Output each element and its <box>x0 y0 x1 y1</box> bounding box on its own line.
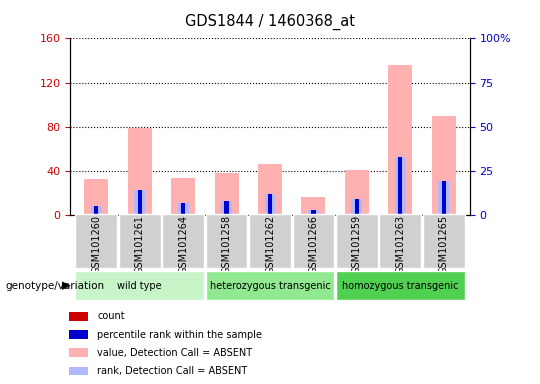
FancyBboxPatch shape <box>249 214 291 268</box>
Bar <box>308 210 319 215</box>
Text: count: count <box>97 311 125 321</box>
Bar <box>181 210 185 215</box>
Polygon shape <box>62 281 71 290</box>
Text: GSM101261: GSM101261 <box>134 215 145 274</box>
Text: GSM101259: GSM101259 <box>352 215 362 274</box>
Bar <box>128 128 152 215</box>
Bar <box>398 157 402 215</box>
FancyBboxPatch shape <box>336 214 377 268</box>
Bar <box>70 348 88 357</box>
Bar <box>84 179 108 215</box>
Bar <box>345 170 369 215</box>
FancyBboxPatch shape <box>380 214 421 268</box>
FancyBboxPatch shape <box>293 214 334 268</box>
FancyBboxPatch shape <box>119 214 160 268</box>
Bar <box>214 173 239 215</box>
Text: GSM101263: GSM101263 <box>395 215 406 274</box>
Bar <box>138 213 142 215</box>
Bar <box>138 190 142 215</box>
Bar <box>438 182 449 215</box>
Bar <box>225 201 229 215</box>
Bar <box>395 157 406 215</box>
FancyBboxPatch shape <box>76 271 204 300</box>
FancyBboxPatch shape <box>206 214 247 268</box>
Bar <box>91 206 102 215</box>
Text: percentile rank within the sample: percentile rank within the sample <box>97 329 262 339</box>
Bar <box>221 201 232 215</box>
Bar <box>311 214 315 215</box>
Bar <box>265 194 275 215</box>
Bar <box>268 212 272 215</box>
Bar <box>94 212 98 215</box>
Text: GSM101264: GSM101264 <box>178 215 188 274</box>
Text: GSM101262: GSM101262 <box>265 215 275 274</box>
Bar <box>171 177 195 215</box>
Text: GSM101265: GSM101265 <box>438 215 449 274</box>
Text: GSM101258: GSM101258 <box>221 215 232 274</box>
Text: GDS1844 / 1460368_at: GDS1844 / 1460368_at <box>185 13 355 30</box>
FancyBboxPatch shape <box>76 214 117 268</box>
Bar <box>181 203 185 215</box>
Bar <box>442 182 446 215</box>
Text: wild type: wild type <box>117 281 162 291</box>
Bar <box>70 367 88 376</box>
Bar <box>388 65 412 215</box>
Text: GSM101266: GSM101266 <box>308 215 319 274</box>
Bar <box>301 197 326 215</box>
Bar <box>398 210 402 215</box>
Bar <box>352 199 362 215</box>
Text: genotype/variation: genotype/variation <box>5 281 105 291</box>
Bar <box>268 194 272 215</box>
Bar <box>134 190 145 215</box>
Text: heterozygous transgenic: heterozygous transgenic <box>210 281 330 291</box>
Bar <box>70 312 88 321</box>
FancyBboxPatch shape <box>206 271 334 300</box>
Text: value, Detection Call = ABSENT: value, Detection Call = ABSENT <box>97 348 252 358</box>
Bar <box>442 212 446 215</box>
Bar <box>70 330 88 339</box>
FancyBboxPatch shape <box>336 271 464 300</box>
Bar <box>355 199 359 215</box>
Text: homozygous transgenic: homozygous transgenic <box>342 281 458 291</box>
Bar <box>311 210 315 215</box>
Text: rank, Detection Call = ABSENT: rank, Detection Call = ABSENT <box>97 366 247 376</box>
Bar <box>178 203 188 215</box>
Bar <box>355 213 359 215</box>
Text: GSM101260: GSM101260 <box>91 215 102 274</box>
FancyBboxPatch shape <box>423 214 464 268</box>
Bar <box>258 164 282 215</box>
FancyBboxPatch shape <box>163 214 204 268</box>
Bar <box>225 213 229 215</box>
Bar <box>432 116 456 215</box>
Bar <box>94 206 98 215</box>
